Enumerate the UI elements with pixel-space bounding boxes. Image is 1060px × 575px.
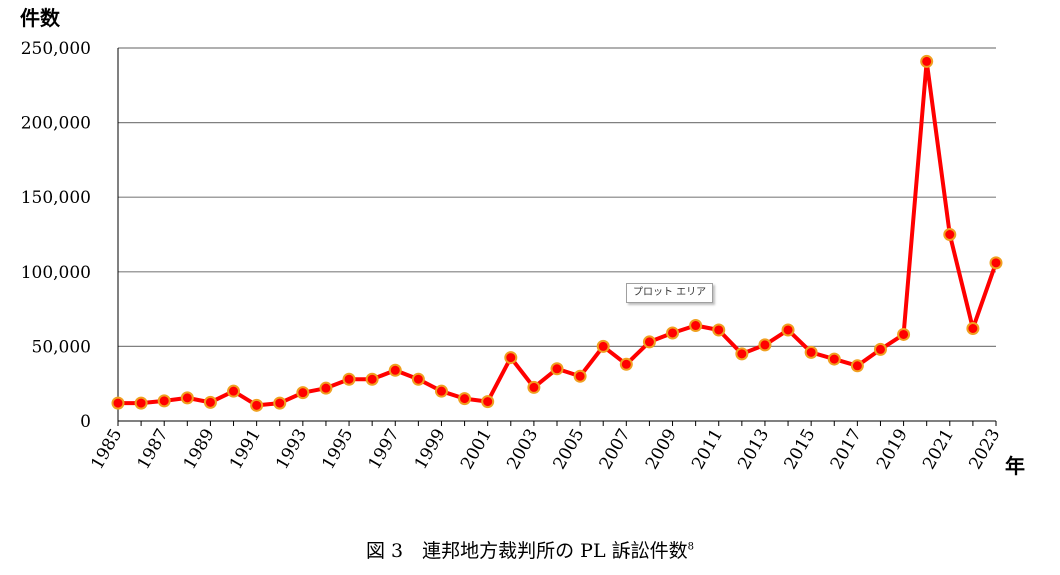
data-point: [758, 338, 772, 352]
x-tick-labels: 1985 1987 1989 1991 1993 1995 1997 1999 2001 2003…: [87, 421, 1004, 473]
figure-caption: 図 3 連邦地方裁判所の PL 訴訟件数8: [0, 536, 1060, 563]
x-tick-label: 2003: [503, 426, 542, 473]
x-tick-label: 1989: [180, 426, 219, 473]
x-tick-label: 2005: [549, 426, 588, 473]
data-point: [434, 384, 448, 398]
data-point: [804, 345, 818, 359]
data-point: [411, 372, 425, 386]
data-point: [458, 392, 472, 406]
data-point: [666, 326, 680, 340]
data-point: [157, 394, 171, 408]
x-tick-label: 2019: [873, 426, 912, 473]
data-point: [827, 352, 841, 366]
data-point: [388, 363, 402, 377]
x-tick-label: 1993: [272, 426, 311, 473]
gridlines: [118, 47, 996, 347]
y-tick-label: 150,000: [21, 188, 91, 208]
plot-area-tooltip: プロット エリア: [626, 283, 714, 303]
data-point: [781, 323, 795, 337]
x-tick-label: 2011: [688, 426, 727, 473]
x-tick-label: 1999: [411, 426, 450, 473]
data-point: [203, 395, 217, 409]
y-tick-label: 250,000: [21, 39, 91, 59]
x-tick-label: 1987: [134, 426, 173, 473]
data-point: [527, 380, 541, 394]
data-point: [735, 347, 749, 361]
caption-footnote: 8: [687, 541, 694, 553]
series-line: [118, 59, 998, 408]
data-point: [897, 327, 911, 341]
data-point: [989, 256, 1003, 270]
x-tick-label: 1997: [365, 426, 404, 473]
data-point: [619, 357, 633, 371]
y-tick-label: 100,000: [21, 263, 91, 283]
x-tick-label: 2023: [965, 426, 1004, 473]
data-point: [319, 381, 333, 395]
data-point: [573, 369, 587, 383]
x-tick-label: 2017: [827, 426, 866, 473]
x-tick-label: 1991: [226, 426, 265, 473]
y-tick-label: 200,000: [21, 114, 91, 134]
y-tick-label: 50,000: [32, 337, 91, 357]
data-point: [873, 342, 887, 356]
y-axis-title: 件数: [20, 6, 61, 30]
data-point: [273, 396, 287, 410]
x-tick-label: 1995: [318, 426, 357, 473]
data-point: [943, 228, 957, 241]
x-tick-label: 2007: [596, 426, 635, 473]
x-tick-label: 2015: [781, 426, 820, 473]
data-point: [342, 372, 356, 386]
data-points: [111, 54, 1003, 412]
data-point: [250, 398, 264, 412]
x-tick-label: 2021: [919, 426, 958, 473]
x-tick-label: 2013: [734, 426, 773, 473]
data-point: [504, 351, 518, 365]
x-axis-title: 年: [1005, 454, 1025, 478]
data-point: [550, 362, 564, 376]
data-point: [296, 386, 310, 400]
data-point: [920, 54, 934, 68]
data-point: [596, 339, 610, 353]
data-point: [180, 391, 194, 405]
x-tick-label: 2009: [642, 426, 681, 473]
y-tick-labels: 0 50,000 100,000 150,000 200,000 250,000: [21, 39, 91, 432]
line-chart: 0 50,000 100,000 150,000 200,000 250,000 1985…: [20, 6, 1025, 478]
data-point: [365, 372, 379, 386]
x-tick-label: 2001: [457, 426, 496, 473]
data-point: [966, 321, 980, 335]
x-tick-label: 1985: [87, 426, 126, 473]
data-point: [850, 359, 864, 373]
data-point: [642, 335, 656, 349]
data-point: [227, 384, 241, 398]
data-point: [111, 396, 125, 410]
caption-text: 図 3 連邦地方裁判所の PL 訴訟件数: [366, 540, 688, 562]
data-point: [689, 319, 703, 333]
y-tick-label: 0: [80, 412, 91, 432]
data-point: [134, 396, 148, 410]
data-point: [712, 323, 726, 337]
data-point: [481, 395, 495, 409]
